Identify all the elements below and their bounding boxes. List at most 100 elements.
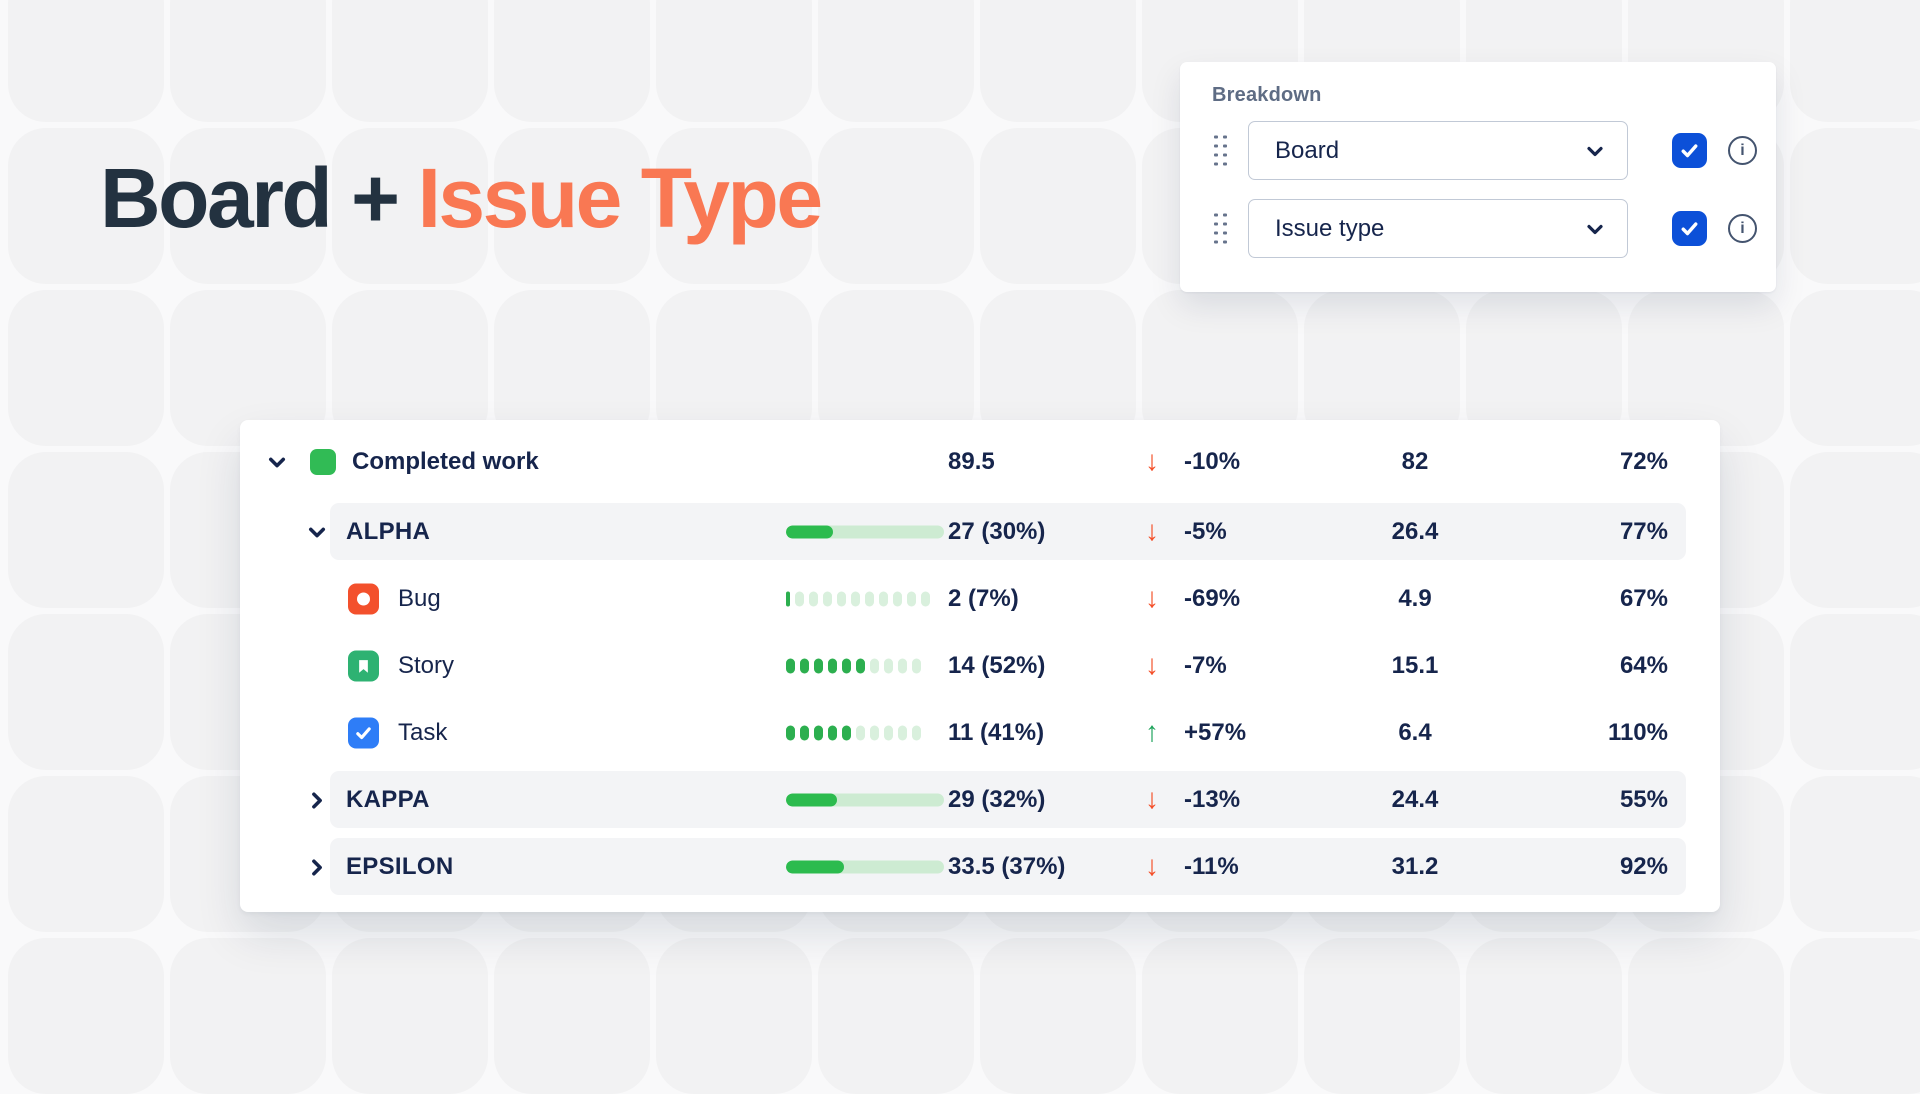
background-tile: [1628, 938, 1784, 1094]
background-tile: [1466, 938, 1622, 1094]
row-highlight: [330, 771, 1686, 828]
select-value: Board: [1275, 136, 1340, 164]
row-value: 33.5 (37%): [948, 852, 1066, 880]
background-tile: [332, 0, 488, 122]
dot-filled: [842, 725, 851, 740]
breakdown-label: Breakdown: [1212, 84, 1322, 106]
bug-icon: [348, 583, 379, 614]
background-tile: [818, 938, 974, 1094]
row-progress-bar: [786, 860, 944, 873]
drag-handle-icon[interactable]: [1214, 213, 1227, 244]
row-change: -69%: [1184, 584, 1241, 612]
table-row-story[interactable]: Story 14 (52%) ↓ -7% 15.1 64%: [240, 632, 1720, 699]
trend-arrow-down-icon: ↓: [1145, 581, 1159, 613]
row-percent: 72%: [1619, 448, 1668, 475]
background-tile: [1790, 452, 1920, 608]
dot-empty: [898, 725, 907, 740]
background-tile: [332, 128, 488, 284]
row-change: -11%: [1184, 852, 1239, 880]
trend-arrow-down-icon: ↓: [1145, 782, 1159, 814]
dot-empty: [870, 725, 879, 740]
background-tile: [1790, 0, 1920, 122]
row-value: 29 (32%): [948, 785, 1046, 813]
dot-empty: [892, 591, 902, 606]
trend-arrow-up-icon: ↑: [1145, 715, 1159, 747]
row-label: Task: [398, 718, 448, 746]
breakdown-select-issue-type[interactable]: Issue type: [1248, 199, 1628, 258]
row-label: ALPHA: [346, 517, 431, 545]
row-progress-dots: [786, 591, 930, 606]
info-icon[interactable]: i: [1728, 214, 1757, 243]
row-change: -13%: [1184, 785, 1241, 813]
dot-filled: [828, 658, 837, 673]
breakdown-select-board[interactable]: Board: [1248, 121, 1628, 180]
row-percent: 55%: [1619, 785, 1668, 813]
background-tile: [656, 0, 812, 122]
chevron-down-icon[interactable]: [264, 450, 289, 475]
row-label: Bug: [398, 584, 441, 612]
row-value: 14 (52%): [948, 651, 1046, 679]
table-row-task[interactable]: Task 11 (41%) ↑ +57% 6.4 110%: [240, 699, 1720, 766]
row-percent: 64%: [1619, 651, 1668, 679]
background-tile: [8, 614, 164, 770]
table-row-kappa[interactable]: KAPPA 29 (32%) ↓ -13% 24.4 55%: [240, 766, 1720, 833]
background-tile: [980, 938, 1136, 1094]
table-row-alpha[interactable]: ALPHA 27 (30%) ↓ -5% 26.4 77%: [240, 498, 1720, 565]
chevron-right-icon[interactable]: [304, 854, 329, 879]
row-percent: 67%: [1619, 584, 1668, 612]
background-tile: [494, 938, 650, 1094]
dot-empty: [870, 658, 879, 673]
dot-empty: [808, 591, 818, 606]
info-icon[interactable]: i: [1728, 136, 1757, 165]
background-tile: [1142, 938, 1298, 1094]
row-forecast: 31.2: [1391, 852, 1439, 880]
breakdown-checkbox-board[interactable]: [1672, 133, 1707, 168]
row-label: Story: [398, 651, 455, 679]
dot-empty: [906, 591, 916, 606]
dot-filled: [828, 725, 837, 740]
table-row-epsilon[interactable]: EPSILON 33.5 (37%) ↓ -11% 31.2 92%: [240, 833, 1720, 900]
drag-handle-icon[interactable]: [1214, 135, 1227, 166]
background-tile: [818, 0, 974, 122]
table-row-bug[interactable]: Bug 2 (7%) ↓ -69% 4.9 67%: [240, 565, 1720, 632]
row-highlight: [330, 503, 1686, 560]
chevron-right-icon[interactable]: [304, 787, 329, 812]
background-tile: [170, 938, 326, 1094]
dot-filled: [814, 658, 823, 673]
dot-empty: [856, 725, 865, 740]
progress-fill: [786, 793, 837, 806]
title-prefix: Board +: [100, 151, 400, 246]
table-row-completed-work[interactable]: Completed work 89.5 ↓ -10% 82 72%: [240, 426, 1720, 498]
row-value: 27 (30%): [948, 517, 1046, 545]
dot-empty: [850, 591, 860, 606]
dot-empty: [884, 658, 893, 673]
row-value: 11 (41%): [948, 718, 1045, 746]
background-tile: [170, 0, 326, 122]
dot-empty: [898, 658, 907, 673]
dot-empty: [878, 591, 888, 606]
chevron-down-icon[interactable]: [304, 519, 329, 544]
dot-filled: [856, 658, 865, 673]
breakdown-panel: Breakdown Board i Issue type i: [1180, 62, 1776, 292]
row-value: 89.5: [948, 448, 995, 475]
row-label: Completed work: [352, 448, 539, 475]
background-tile: [980, 0, 1136, 122]
background-tile: [8, 776, 164, 932]
progress-fill: [786, 860, 845, 873]
row-change: -5%: [1184, 517, 1227, 545]
row-forecast: 24.4: [1391, 785, 1439, 813]
dot-empty: [912, 725, 921, 740]
dot-filled: [800, 658, 809, 673]
background-tile: [818, 128, 974, 284]
breakdown-checkbox-issue-type[interactable]: [1672, 211, 1707, 246]
title-highlight: Issue Type: [417, 151, 823, 246]
dot-empty: [836, 591, 846, 606]
dot-empty: [822, 591, 832, 606]
breakdown-row-issue-type: Issue type i: [1180, 199, 1776, 258]
trend-arrow-down-icon: ↓: [1145, 514, 1159, 546]
row-change: -7%: [1184, 651, 1227, 679]
background-tile: [1790, 128, 1920, 284]
background-tile: [8, 452, 164, 608]
row-highlight: [330, 838, 1686, 895]
chevron-down-icon: [1583, 139, 1607, 163]
